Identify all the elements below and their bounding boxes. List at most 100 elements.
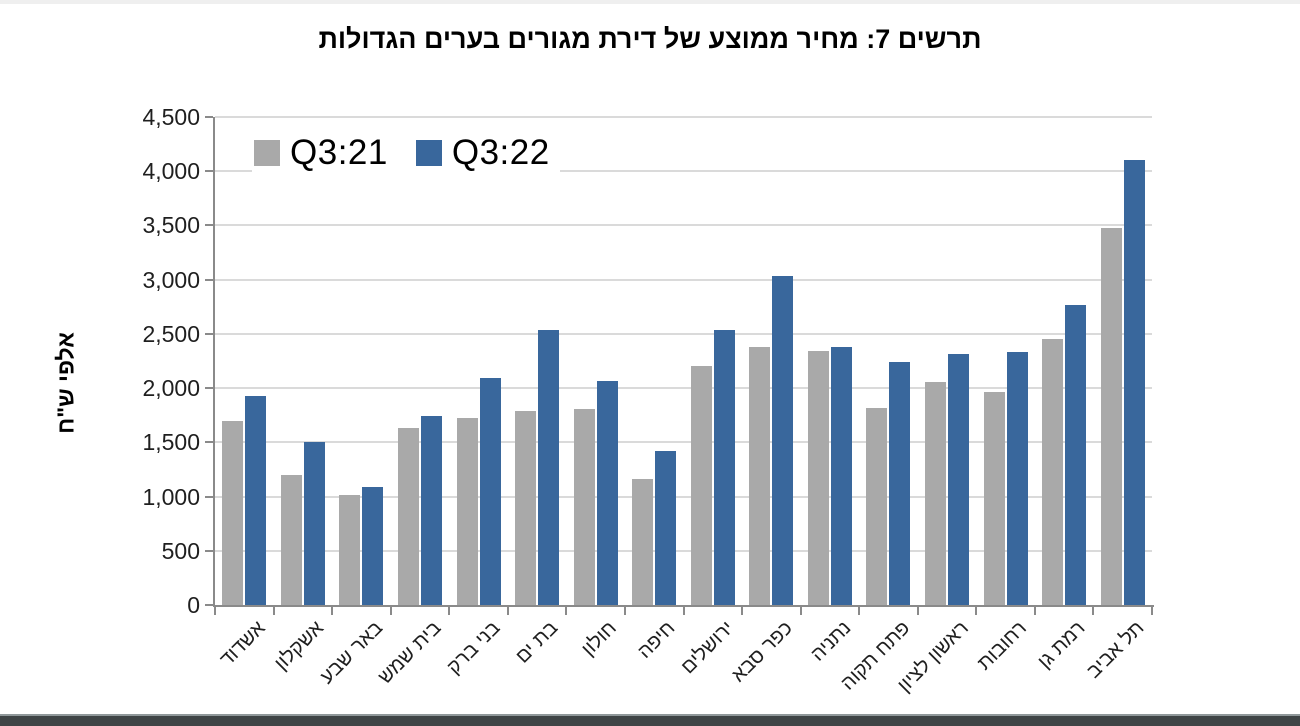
x-axis-tick: [214, 607, 216, 615]
x-axis-label: תל אביב: [1082, 617, 1149, 683]
gridline: [215, 549, 1152, 552]
y-axis-tick-label: 2,500: [142, 320, 200, 347]
x-axis-tick: [682, 607, 685, 615]
x-axis-tick: [448, 607, 451, 615]
x-axis-tick: [799, 607, 802, 615]
bar-q3-21: [749, 347, 771, 605]
bar-q3-21: [573, 408, 595, 605]
bar-q3-21: [222, 420, 244, 605]
x-axis-tick: [975, 607, 978, 615]
x-axis-label: כפר סבא: [727, 617, 797, 687]
bar-q3-21: [1042, 339, 1064, 605]
y-axis-tick-label: 4,500: [142, 104, 200, 130]
bar-q3-22: [713, 329, 735, 605]
bar-q3-22: [1065, 304, 1087, 605]
y-axis-tick: [205, 549, 213, 552]
x-axis-tick: [389, 607, 392, 615]
bar-q3-21: [925, 382, 947, 605]
legend-label-q3-22: Q3:22: [451, 133, 550, 172]
chart-legend: Q3:21 Q3:22: [252, 131, 560, 175]
legend-swatch-q3-21: [254, 140, 280, 166]
bar-q3-21: [632, 479, 654, 605]
y-axis-line: [213, 117, 215, 607]
legend-item-q3-21: Q3:21: [254, 133, 388, 173]
gridline: [215, 332, 1152, 335]
bar-q3-21: [515, 410, 537, 605]
bar-q3-22: [362, 486, 384, 605]
bar-q3-22: [1123, 160, 1145, 605]
x-axis-tick: [916, 607, 919, 615]
x-axis-tick: [506, 607, 509, 615]
bar-q3-21: [339, 494, 361, 605]
x-axis-tick: [623, 607, 626, 615]
y-axis-tick-label: 500: [161, 537, 200, 564]
page-top-edge: [0, 0, 1300, 4]
x-axis-label: בני ברק: [442, 617, 505, 679]
x-axis-label: ראשון לציון: [893, 617, 973, 697]
x-axis-label: רחובות: [973, 617, 1032, 675]
y-axis-tick-label: 4,000: [142, 158, 200, 185]
y-axis-tick-label: 3,000: [142, 266, 200, 293]
y-axis-tick: [205, 224, 213, 227]
bar-q3-22: [538, 329, 560, 605]
bar-q3-21: [866, 408, 888, 605]
bar-q3-22: [889, 362, 911, 605]
y-axis-tick: [205, 441, 213, 444]
y-axis-tick: [205, 116, 213, 118]
x-axis-tick: [331, 607, 334, 615]
x-axis-label: חולון: [577, 617, 622, 661]
gridline: [215, 170, 1152, 173]
x-axis-tick: [1151, 607, 1153, 615]
y-axis-tick-label: 2,000: [142, 375, 200, 402]
bar-q3-21: [456, 418, 478, 605]
gridline: [215, 387, 1152, 390]
bar-q3-22: [830, 346, 852, 605]
bar-q3-22: [420, 415, 442, 605]
bar-q3-21: [397, 428, 419, 605]
bar-q3-21: [280, 474, 302, 605]
bar-q3-21: [983, 392, 1005, 605]
legend-label-q3-21: Q3:21: [290, 133, 388, 172]
x-axis-tick: [565, 607, 568, 615]
gridline: [215, 116, 1152, 118]
bar-q3-22: [303, 441, 325, 605]
legend-item-q3-22: Q3:22: [415, 133, 550, 173]
bar-q3-22: [948, 354, 970, 605]
x-axis-line: [213, 605, 1154, 607]
y-axis-tick: [205, 278, 213, 281]
bar-q3-22: [596, 381, 618, 605]
gridline: [215, 441, 1152, 444]
gridline: [215, 495, 1152, 498]
gridline: [215, 278, 1152, 281]
bar-q3-22: [655, 451, 677, 605]
x-axis-tick: [858, 607, 861, 615]
y-axis-tick: [205, 604, 213, 606]
x-axis-label: בת ים: [511, 617, 563, 668]
x-axis-label: בית שמש: [374, 617, 446, 689]
bar-q3-21: [1100, 227, 1122, 605]
bar-q3-21: [690, 365, 712, 605]
x-axis-label: אשדוד: [216, 617, 270, 671]
gridline: [215, 224, 1152, 227]
viewer-bottom-bar: [0, 714, 1300, 726]
x-axis-tick: [1033, 607, 1036, 615]
y-axis-tick: [205, 387, 213, 390]
y-axis-tick: [205, 170, 213, 173]
x-axis-tick: [1092, 607, 1095, 615]
x-axis-tick: [741, 607, 744, 615]
y-axis-tick: [205, 495, 213, 498]
bar-q3-22: [772, 276, 794, 605]
y-axis-tick-label: 1,000: [142, 483, 200, 510]
chart-title: תרשים 7: מחיר ממוצע של דירת מגורים בערים…: [318, 24, 982, 54]
y-axis-tick-label: 0: [187, 592, 200, 618]
x-axis-tick: [272, 607, 275, 615]
y-axis-tick-label: 3,500: [142, 212, 200, 239]
bar-q3-22: [245, 395, 267, 605]
bar-q3-22: [1006, 352, 1028, 605]
bar-q3-22: [479, 378, 501, 605]
legend-swatch-q3-22: [415, 140, 442, 166]
y-axis-tick: [205, 332, 213, 335]
y-axis-tick-label: 1,500: [142, 429, 200, 456]
